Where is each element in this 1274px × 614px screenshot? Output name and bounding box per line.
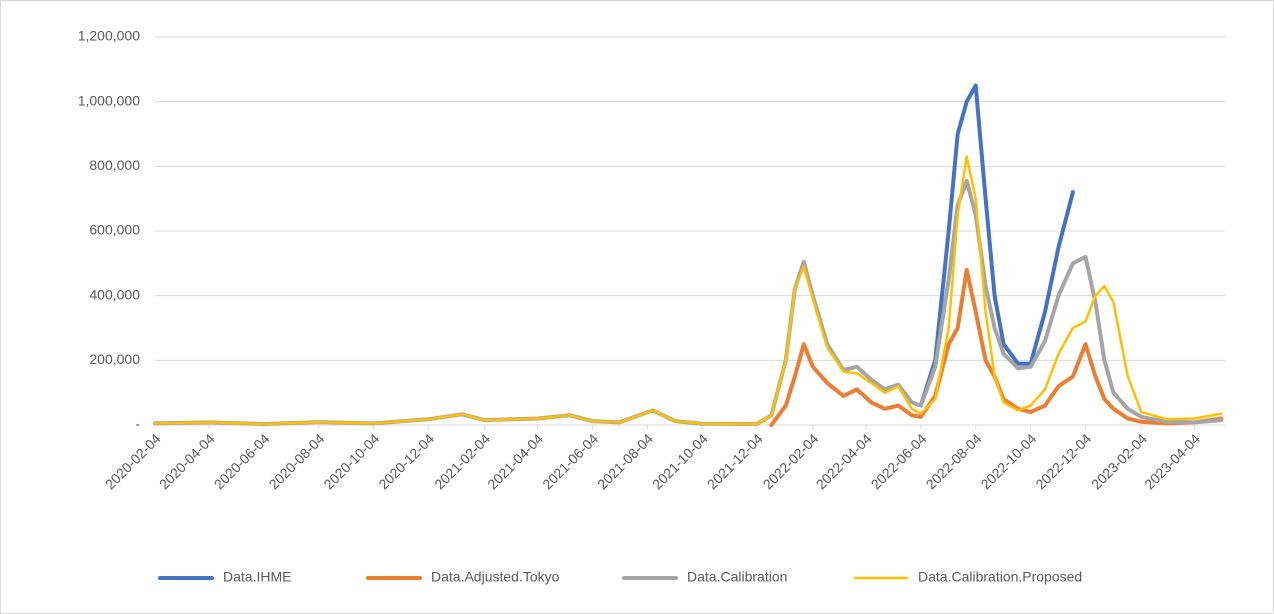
series-line (769, 267, 1224, 427)
y-tick-label: 400,000 (89, 286, 140, 302)
y-tick-label: 600,000 (89, 222, 140, 238)
legend-label: Data.IHME (223, 569, 291, 585)
legend-label: Data.Calibration.Proposed (918, 569, 1082, 585)
y-tick-label: 800,000 (89, 157, 140, 173)
series-line (153, 155, 1223, 426)
y-tick-label: 1,000,000 (78, 92, 140, 108)
series-line (918, 83, 1075, 408)
y-tick-label: 200,000 (89, 351, 140, 367)
legend-label: Data.Adjusted.Tokyo (431, 569, 560, 585)
y-tick-label: - (135, 416, 140, 432)
y-tick-label: 1,200,000 (78, 28, 140, 44)
legend-label: Data.Calibration (687, 569, 787, 585)
